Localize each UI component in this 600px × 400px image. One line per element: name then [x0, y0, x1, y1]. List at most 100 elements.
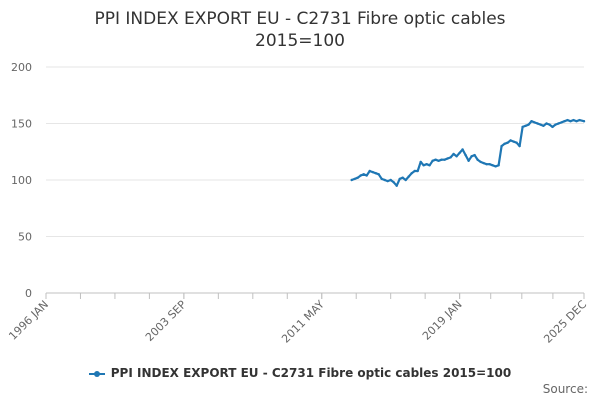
- data-point: [353, 177, 356, 181]
- data-point: [503, 142, 506, 145]
- data-point: [395, 184, 398, 187]
- data-point: [521, 125, 524, 129]
- y-tick-label: 50: [18, 231, 32, 244]
- data-point: [488, 163, 491, 166]
- data-point: [518, 144, 521, 148]
- data-point: [485, 163, 488, 166]
- data-point: [509, 139, 512, 142]
- data-point: [563, 120, 566, 123]
- data-point: [455, 155, 458, 158]
- data-point: [416, 169, 419, 173]
- data-point: [389, 178, 392, 182]
- data-point: [434, 158, 437, 161]
- y-tick-label: 150: [11, 118, 32, 131]
- data-point: [527, 123, 530, 126]
- data-point: [428, 164, 431, 167]
- data-point: [422, 164, 425, 167]
- data-point: [425, 163, 428, 166]
- x-tick-label: 1996 JAN: [6, 298, 51, 343]
- data-point: [494, 165, 497, 168]
- data-point: [371, 170, 374, 174]
- y-tick-label: 200: [11, 61, 32, 74]
- legend[interactable]: PPI INDEX EXPORT EU - C2731 Fibre optic …: [0, 366, 600, 380]
- x-tick-label: 2025 DEC: [541, 298, 589, 346]
- data-point: [557, 122, 560, 125]
- x-tick-label: 2011 MAY: [279, 298, 327, 346]
- data-point: [515, 141, 518, 144]
- source-label: Source:: [542, 382, 588, 396]
- data-point: [554, 123, 557, 126]
- data-point: [524, 124, 527, 128]
- data-point: [401, 176, 404, 179]
- x-tick-label: 2003 SEP: [143, 298, 189, 344]
- data-point: [560, 121, 563, 124]
- chart-title: PPI INDEX EXPORT EU - C2731 Fibre optic …: [0, 8, 600, 52]
- data-point: [533, 121, 536, 124]
- chart-title-line-2: 2015=100: [255, 31, 345, 51]
- series-layer: [350, 118, 586, 187]
- data-point: [482, 161, 485, 165]
- data-point: [470, 155, 473, 158]
- data-point: [578, 118, 581, 122]
- chart-title-line-1: PPI INDEX EXPORT EU - C2731 Fibre optic …: [94, 9, 506, 29]
- data-point: [449, 156, 452, 159]
- data-point: [461, 148, 464, 151]
- data-point: [398, 177, 401, 181]
- data-point: [374, 172, 377, 175]
- data-point: [566, 118, 569, 122]
- data-point: [582, 120, 586, 123]
- y-axis-tick-labels: 0 50 100 150 200: [11, 61, 32, 300]
- data-point: [446, 157, 449, 160]
- data-point: [359, 174, 362, 177]
- data-point: [476, 158, 479, 161]
- data-point: [365, 174, 368, 177]
- data-point: [467, 159, 470, 162]
- data-point: [539, 123, 542, 126]
- data-point: [500, 144, 503, 148]
- data-point: [458, 151, 461, 155]
- data-point: [386, 179, 389, 183]
- data-point: [368, 169, 371, 173]
- data-point: [491, 164, 494, 167]
- data-point: [512, 140, 515, 143]
- data-point: [443, 158, 446, 161]
- series-line-0: [350, 119, 586, 187]
- data-point: [380, 177, 383, 181]
- data-point: [575, 120, 578, 123]
- data-point: [383, 178, 386, 182]
- data-point: [551, 125, 554, 129]
- data-point: [497, 164, 500, 167]
- data-point: [473, 153, 476, 157]
- data-point: [572, 118, 575, 122]
- data-point: [350, 178, 353, 182]
- data-point: [419, 160, 422, 164]
- data-point: [410, 172, 413, 175]
- data-point: [404, 178, 407, 182]
- y-tick-label: 0: [25, 287, 32, 300]
- gridlines: [46, 66, 584, 294]
- data-point: [548, 123, 551, 126]
- data-point: [542, 124, 545, 128]
- data-point: [452, 152, 455, 156]
- data-point: [413, 169, 416, 173]
- data-point: [377, 173, 380, 176]
- data-point: [479, 160, 482, 164]
- data-point: [464, 153, 467, 157]
- data-point: [506, 141, 509, 144]
- data-point: [440, 158, 443, 161]
- legend-line-marker-icon: [88, 370, 105, 377]
- data-point: [569, 120, 572, 123]
- x-tick-label: 2019 JAN: [420, 298, 465, 343]
- data-point: [530, 120, 533, 123]
- data-point: [362, 173, 365, 176]
- y-tick-label: 100: [11, 174, 32, 187]
- data-point: [356, 176, 359, 179]
- data-point: [392, 181, 395, 184]
- legend-series-label: PPI INDEX EXPORT EU - C2731 Fibre optic …: [110, 366, 512, 380]
- data-point: [431, 159, 434, 162]
- x-axis: 1996 JAN 2003 SEP 2011 MAY 2019 JAN 2025 DEC: [6, 292, 589, 346]
- data-point: [437, 159, 440, 162]
- data-point: [545, 122, 548, 125]
- data-point: [407, 175, 410, 178]
